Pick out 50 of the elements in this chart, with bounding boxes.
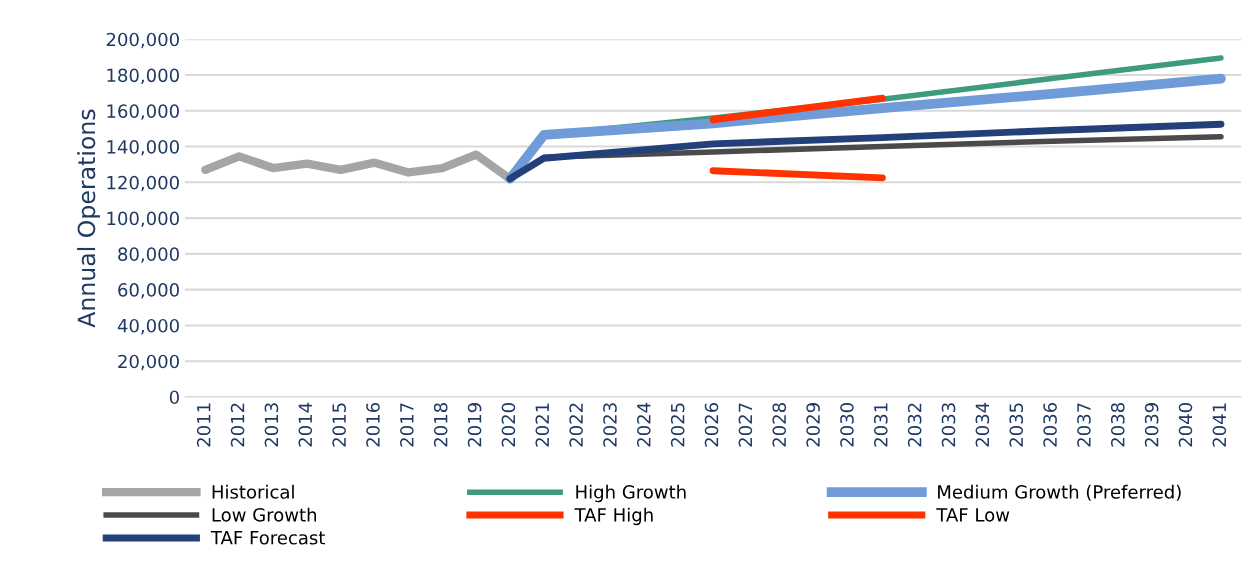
x-tick-label: 2025 — [670, 403, 685, 447]
x-tick-label: 2037 — [1077, 403, 1091, 447]
x-tick-label: 2031 — [873, 403, 888, 447]
legend-label: TAF High — [574, 507, 653, 526]
x-tick-label: 2015 — [332, 403, 346, 447]
x-tick-label: 2036 — [1043, 402, 1057, 447]
y-tick-label: 20,000 — [118, 354, 179, 371]
legend-label: TAF Forecast — [210, 531, 325, 545]
y-tick-label: 200,000 — [106, 32, 179, 49]
legend-label: TAF Low — [936, 508, 1010, 522]
x-tick-label: 2018 — [433, 403, 448, 447]
x-tick-label: 2011 — [196, 403, 211, 447]
x-tick-label: 2035 — [1009, 403, 1024, 447]
x-tick-label: 2029 — [806, 403, 820, 447]
x-tick-label: 2014 — [298, 402, 313, 447]
y-tick-label: 140,000 — [107, 140, 179, 156]
x-tick-label: 2033 — [941, 403, 956, 447]
legend-label: Medium Growth (Preferred) — [938, 484, 1181, 501]
x-tick-label: 2026 — [704, 402, 719, 447]
y-tick-label: 60,000 — [118, 283, 179, 299]
y-tick-label: 0 — [169, 390, 179, 405]
legend-label: High Growth — [576, 484, 686, 503]
x-tick-label: 2030 — [840, 403, 854, 447]
y-tick-label: 120,000 — [107, 175, 179, 192]
x-tick-label: 2013 — [264, 403, 279, 447]
y-tick-label: 180,000 — [107, 68, 179, 84]
y-axis-title: Annual Operations — [77, 109, 100, 328]
legend-label: Historical — [212, 484, 294, 499]
legend-label: Low Growth — [212, 507, 317, 522]
y-tick-label: 80,000 — [118, 247, 179, 263]
y-tick-label: 40,000 — [117, 318, 179, 335]
x-tick-label: 2016 — [366, 402, 380, 447]
x-tick-label: 2041 — [1212, 403, 1227, 447]
y-tick-label: 160,000 — [107, 104, 179, 120]
x-tick-label: 2022 — [569, 403, 583, 447]
x-tick-label: 2024 — [637, 402, 651, 447]
x-tick-label: 2039 — [1144, 403, 1159, 447]
x-tick-label: 2012 — [230, 403, 245, 447]
x-tick-label: 2034 — [975, 402, 990, 447]
x-tick-label: 2040 — [1178, 403, 1193, 447]
x-tick-label: 2019 — [467, 403, 482, 447]
x-tick-label: 2038 — [1110, 403, 1125, 447]
x-tick-label: 2020 — [501, 403, 516, 447]
x-tick-label: 2021 — [535, 403, 550, 447]
x-tick-label: 2023 — [603, 403, 617, 447]
x-tick-label: 2032 — [907, 403, 922, 447]
x-tick-label: 2017 — [400, 403, 414, 447]
x-tick-label: 2027 — [738, 403, 753, 447]
x-tick-label: 2028 — [772, 403, 787, 447]
y-tick-label: 100,000 — [107, 211, 179, 228]
